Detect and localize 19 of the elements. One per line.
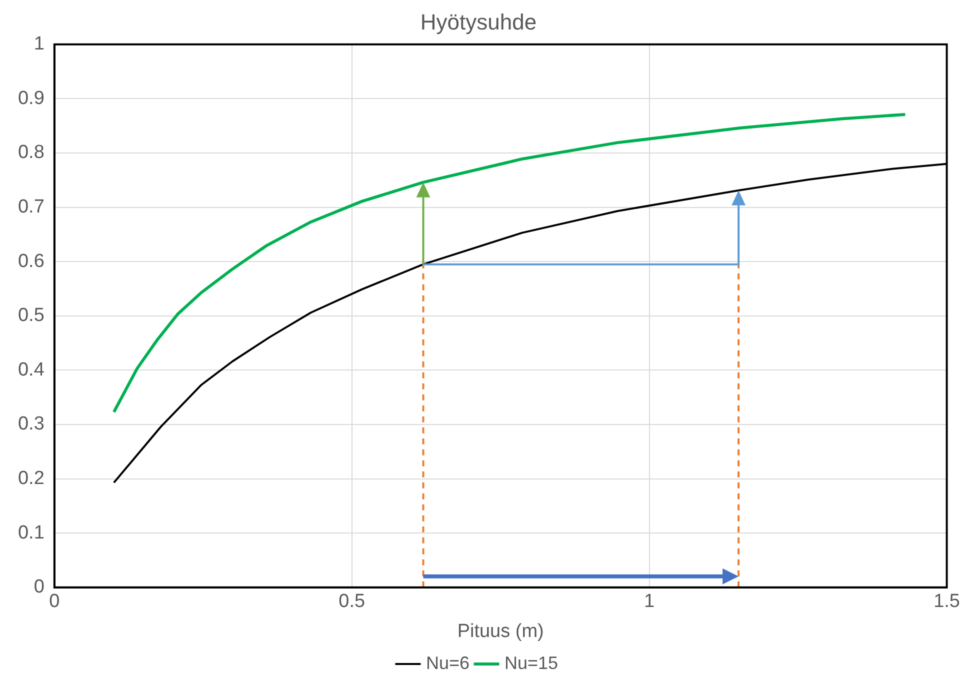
legend-label: Nu=6 bbox=[426, 652, 470, 673]
x-tick-label: 0 bbox=[49, 591, 60, 612]
x-tick-label: 1 bbox=[644, 591, 655, 612]
chart-title: Hyötysuhde bbox=[420, 9, 537, 34]
y-tick-label: 0.2 bbox=[18, 468, 44, 490]
y-tick-label: 0.7 bbox=[18, 196, 44, 218]
y-tick-label: 1 bbox=[34, 34, 44, 55]
y-tick-label: 0.5 bbox=[18, 305, 44, 326]
y-tick-label: 0.3 bbox=[18, 414, 44, 435]
y-tick-label: 0.4 bbox=[18, 359, 45, 380]
y-tick-label: 0.9 bbox=[18, 88, 44, 109]
x-tick-label: 0.5 bbox=[338, 591, 366, 612]
legend-label: Nu=15 bbox=[504, 652, 558, 673]
y-tick-label: 0.1 bbox=[18, 522, 44, 544]
y-tick-label: 0.8 bbox=[18, 142, 44, 164]
y-tick-label: 0 bbox=[34, 576, 44, 598]
y-tick-label: 0.6 bbox=[18, 250, 44, 272]
x-axis-title: Pituus (m) bbox=[457, 620, 544, 642]
x-tick-label: 1.5 bbox=[934, 591, 960, 612]
